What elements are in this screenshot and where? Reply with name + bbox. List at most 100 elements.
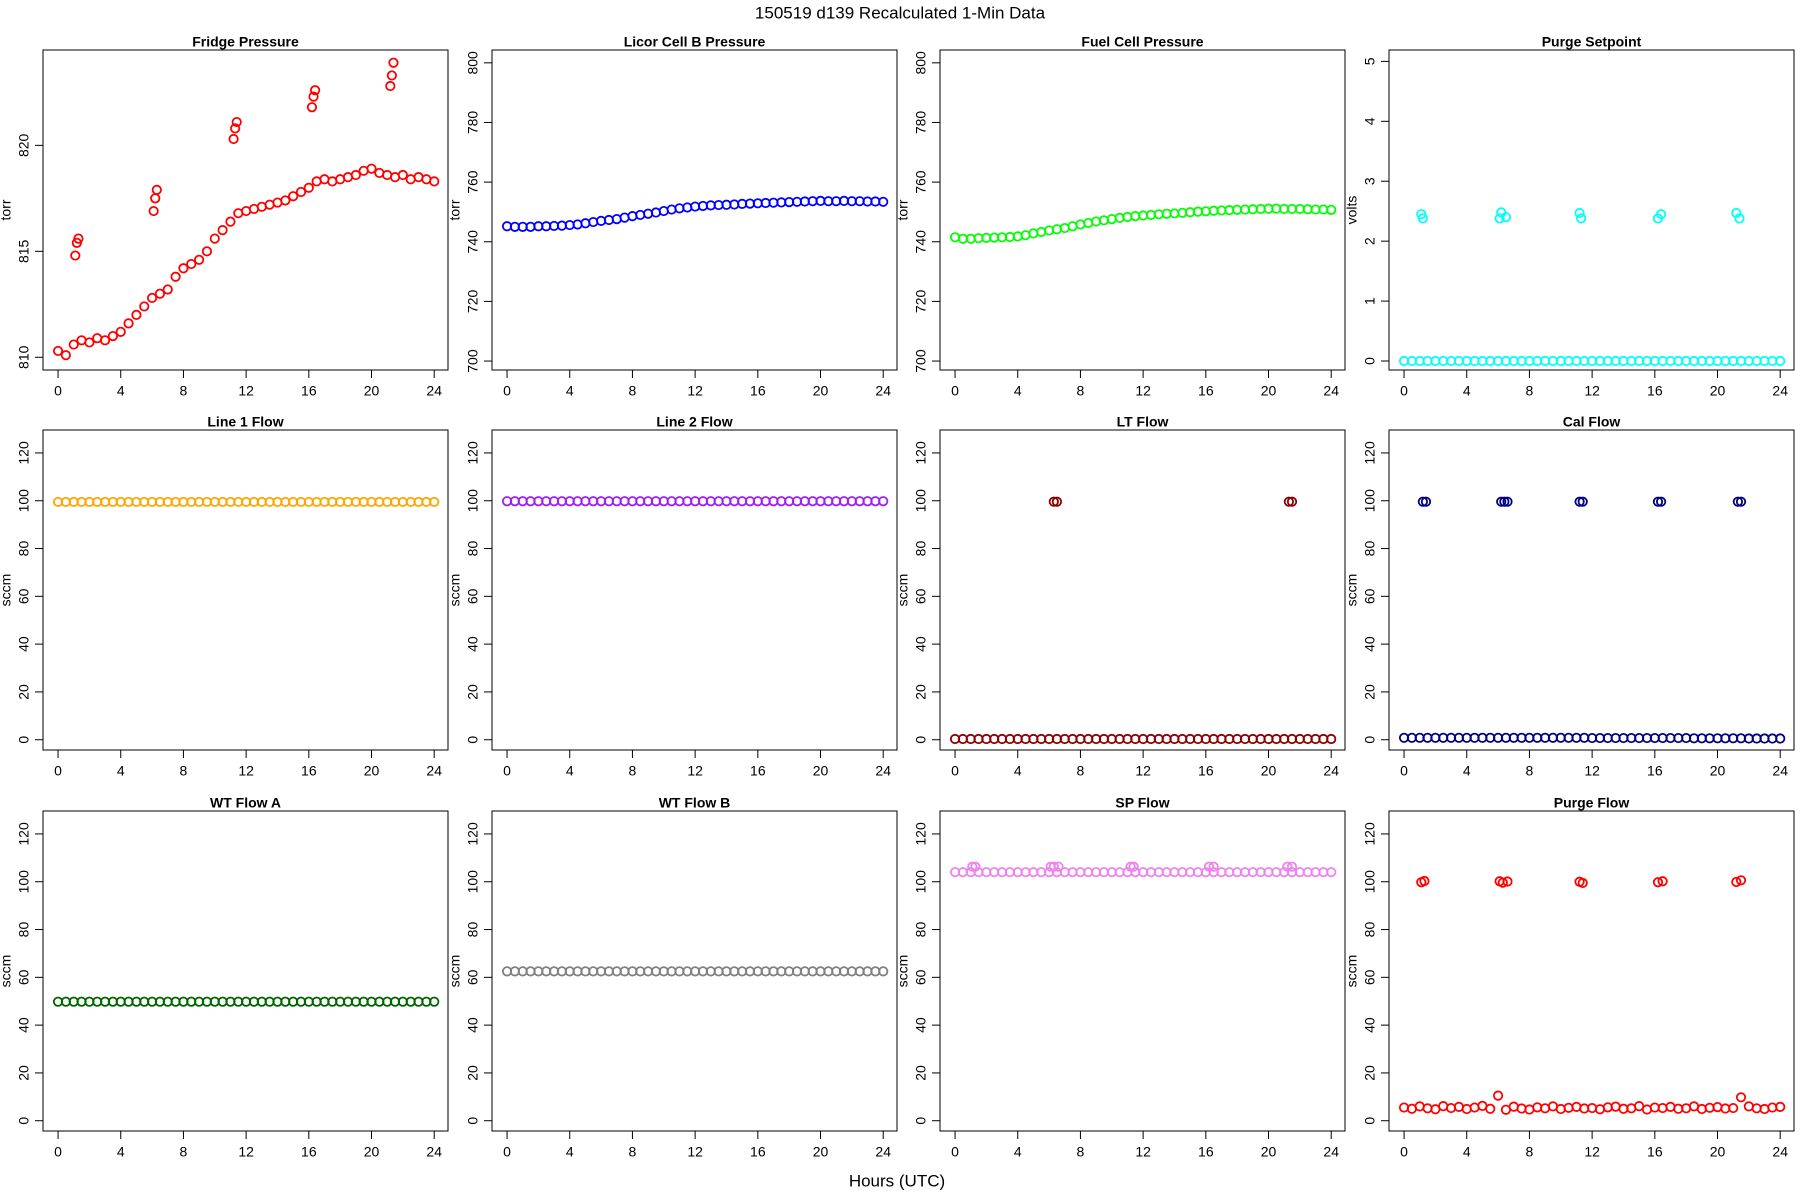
plot-frame bbox=[939, 810, 1346, 1132]
panel-title: Purge Flow bbox=[1554, 795, 1630, 811]
point bbox=[1577, 877, 1588, 889]
x-tick-label: 0 bbox=[503, 1144, 511, 1160]
y-tick-label: 60 bbox=[913, 588, 929, 604]
x-tick-label: 8 bbox=[180, 383, 188, 399]
x-tick-label: 4 bbox=[1014, 383, 1022, 399]
y-tick-label: 760 bbox=[913, 170, 929, 194]
y-tick-label: 0 bbox=[16, 736, 32, 744]
plot-frame bbox=[42, 49, 449, 371]
point bbox=[1652, 496, 1664, 507]
y-tick-label: 100 bbox=[465, 870, 481, 894]
x-tick-label: 16 bbox=[1647, 383, 1663, 399]
x-tick-label: 12 bbox=[1135, 763, 1151, 779]
point bbox=[231, 116, 242, 128]
point bbox=[1655, 496, 1667, 507]
point bbox=[1496, 496, 1507, 507]
x-tick-label: 24 bbox=[1772, 1144, 1788, 1160]
point bbox=[1574, 496, 1585, 507]
x-tick-label: 4 bbox=[1463, 383, 1471, 399]
x-tick-label: 16 bbox=[1198, 763, 1214, 779]
y-tick-label: 1 bbox=[1362, 297, 1378, 305]
y-tick-label: 60 bbox=[465, 588, 481, 604]
point bbox=[123, 318, 134, 329]
panel-title: WT Flow B bbox=[659, 795, 731, 811]
x-tick-label: 0 bbox=[951, 763, 959, 779]
x-tick-label: 16 bbox=[1198, 1144, 1214, 1160]
x-tick-label: 12 bbox=[1584, 1144, 1600, 1160]
x-tick-label: 12 bbox=[1584, 763, 1600, 779]
point bbox=[1048, 861, 1059, 872]
x-tick-label: 0 bbox=[503, 763, 511, 779]
point bbox=[970, 861, 981, 872]
point bbox=[388, 57, 399, 68]
point bbox=[107, 330, 119, 342]
x-tick-label: 16 bbox=[750, 763, 766, 779]
y-tick-label: 700 bbox=[465, 349, 481, 373]
y-tick-label: 120 bbox=[465, 441, 481, 465]
y-tick-label: 3 bbox=[1362, 177, 1378, 185]
y-tick-label: 60 bbox=[16, 969, 32, 985]
x-tick-label: 0 bbox=[54, 383, 62, 399]
point bbox=[288, 191, 299, 202]
point bbox=[170, 271, 181, 282]
point bbox=[1497, 877, 1508, 888]
y-tick-label: 820 bbox=[16, 133, 32, 157]
y-axis-label: sccm bbox=[895, 574, 911, 607]
point bbox=[366, 163, 377, 174]
point bbox=[154, 288, 166, 299]
plot-frame bbox=[939, 429, 1346, 751]
point bbox=[429, 996, 440, 1007]
point bbox=[1283, 496, 1294, 507]
point bbox=[1326, 733, 1337, 745]
x-tick-label: 0 bbox=[951, 383, 959, 399]
x-tick-label: 16 bbox=[750, 383, 766, 399]
y-axis-label: sccm bbox=[447, 574, 463, 607]
point bbox=[1735, 875, 1747, 886]
x-tick-label: 4 bbox=[566, 383, 574, 399]
y-tick-label: 40 bbox=[913, 1017, 929, 1033]
panel-title: Licor Cell B Pressure bbox=[624, 34, 766, 50]
point bbox=[1286, 496, 1298, 507]
plot-frame bbox=[1388, 810, 1795, 1132]
point bbox=[1128, 861, 1139, 872]
y-tick-label: 0 bbox=[16, 1117, 32, 1125]
x-tick-label: 20 bbox=[813, 763, 829, 779]
y-tick-label: 100 bbox=[16, 489, 32, 513]
point bbox=[280, 195, 291, 206]
panel-title: Purge Setpoint bbox=[1542, 34, 1642, 50]
y-tick-label: 100 bbox=[1362, 870, 1378, 894]
x-tick-label: 0 bbox=[54, 763, 62, 779]
y-tick-label: 780 bbox=[913, 111, 929, 135]
point bbox=[1286, 861, 1298, 872]
x-tick-label: 20 bbox=[1261, 383, 1277, 399]
point bbox=[385, 80, 396, 92]
point bbox=[73, 233, 84, 244]
y-tick-label: 20 bbox=[1362, 684, 1378, 700]
y-tick-label: 100 bbox=[1362, 489, 1378, 513]
x-tick-label: 16 bbox=[301, 1144, 317, 1160]
point bbox=[115, 326, 126, 337]
x-tick-label: 24 bbox=[1323, 383, 1339, 399]
y-tick-label: 0 bbox=[465, 1117, 481, 1125]
y-axis-label: torr bbox=[447, 199, 463, 220]
point bbox=[1417, 496, 1428, 507]
x-tick-label: 20 bbox=[1261, 1144, 1277, 1160]
point bbox=[60, 350, 71, 361]
y-tick-label: 4 bbox=[1362, 117, 1378, 125]
y-tick-label: 810 bbox=[16, 345, 32, 369]
point bbox=[1735, 496, 1747, 507]
point bbox=[397, 169, 408, 181]
y-tick-label: 60 bbox=[465, 969, 481, 985]
point bbox=[146, 292, 158, 304]
y-tick-label: 120 bbox=[1362, 822, 1378, 846]
y-axis-label: sccm bbox=[0, 955, 14, 988]
point bbox=[1326, 204, 1337, 215]
point bbox=[1485, 1103, 1496, 1114]
x-tick-label: 4 bbox=[1014, 763, 1022, 779]
x-tick-label: 16 bbox=[301, 763, 317, 779]
x-tick-label: 8 bbox=[1526, 383, 1534, 399]
y-tick-label: 2 bbox=[1362, 237, 1378, 245]
y-tick-label: 740 bbox=[465, 230, 481, 254]
y-tick-label: 40 bbox=[1362, 636, 1378, 652]
